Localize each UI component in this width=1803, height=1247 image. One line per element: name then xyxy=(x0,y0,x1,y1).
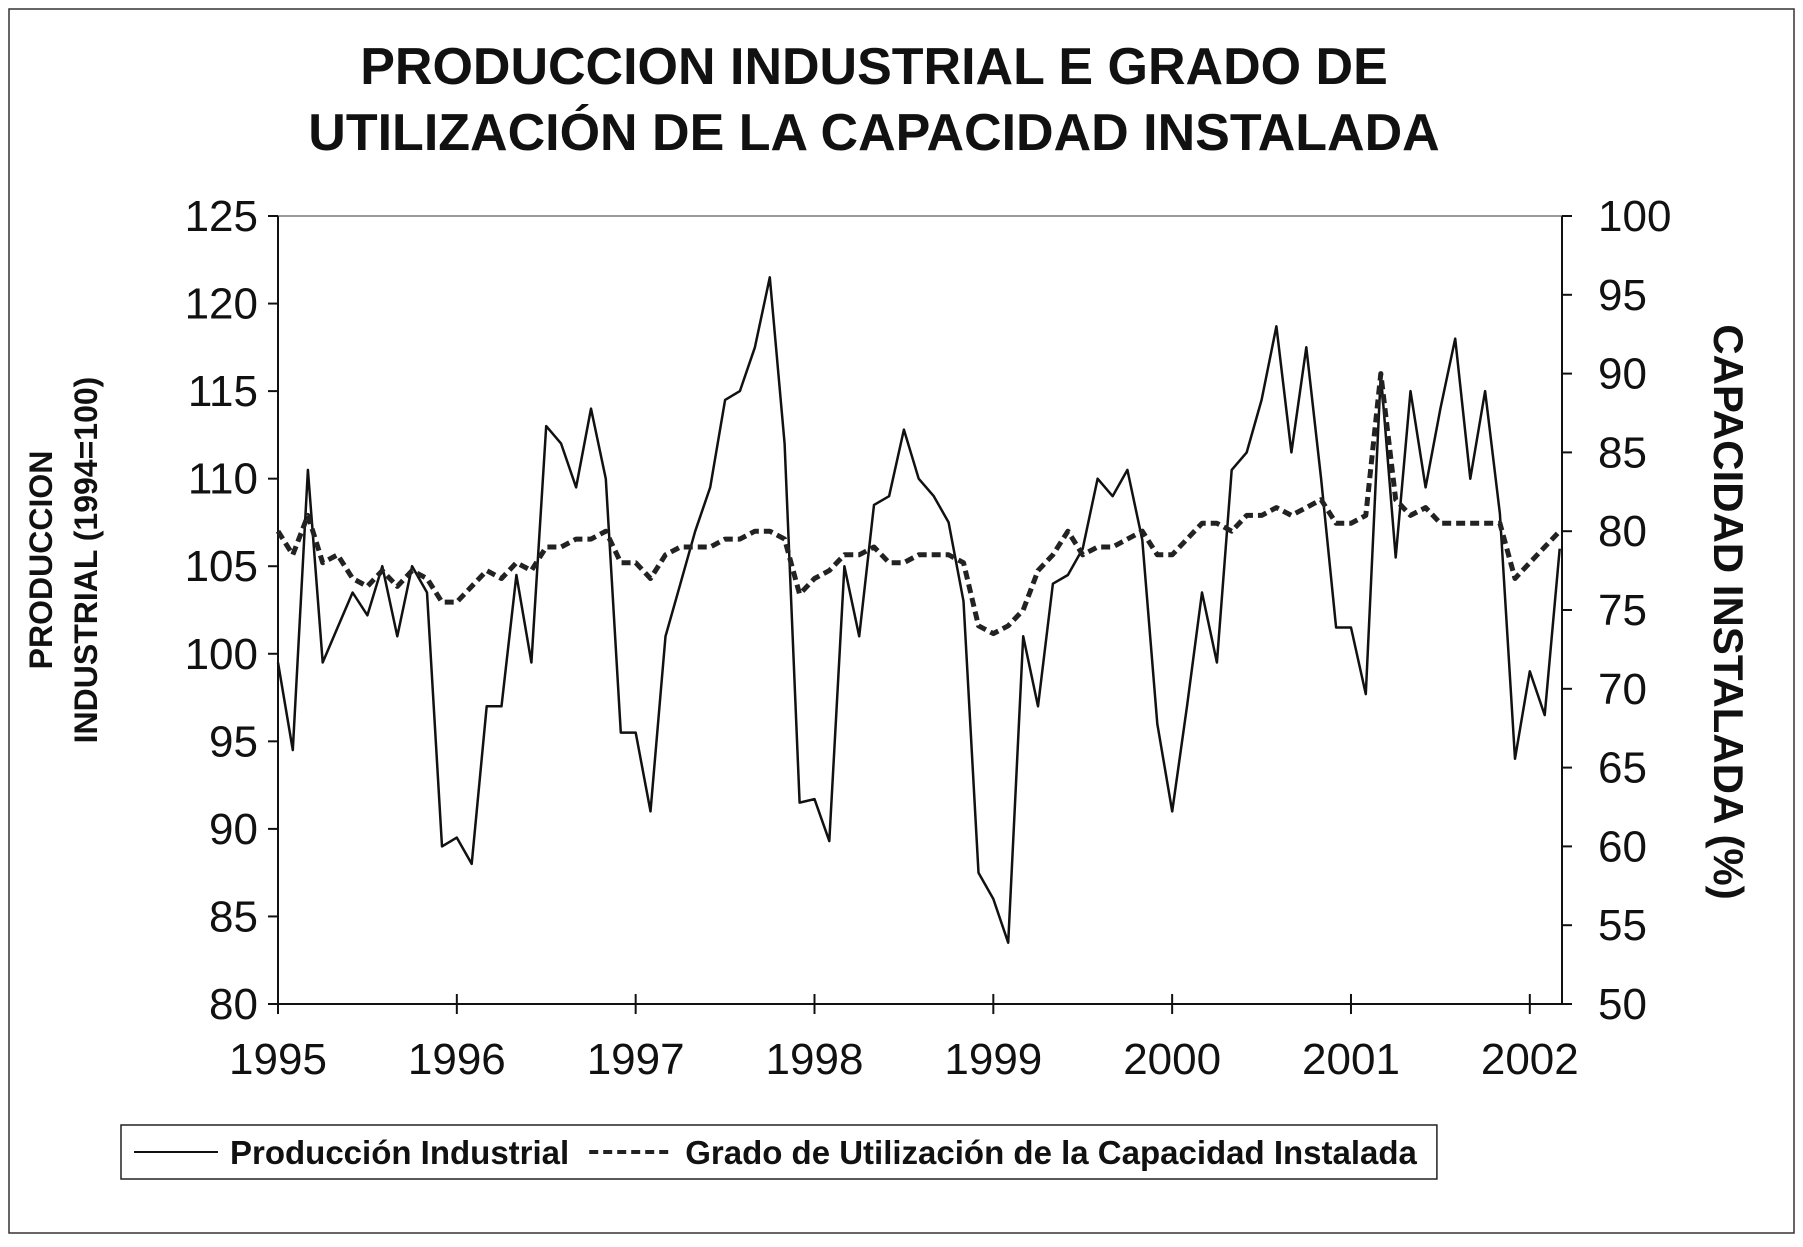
y-tick-label: 95 xyxy=(209,717,258,766)
y2-tick-label: 50 xyxy=(1598,980,1647,1029)
y2-tick-label: 90 xyxy=(1598,350,1647,399)
y-tick-label: 125 xyxy=(185,192,258,241)
series-line xyxy=(275,371,1562,637)
series-line xyxy=(276,276,1561,944)
page-frame xyxy=(8,8,1795,1234)
x-tick-label: 1996 xyxy=(408,1035,506,1084)
y2-tick-label: 55 xyxy=(1598,901,1647,950)
x-tick-label: 2001 xyxy=(1302,1035,1400,1084)
x-tick-label: 1999 xyxy=(944,1035,1042,1084)
legend-label: Producción Industrial xyxy=(230,1134,569,1171)
y-tick-label: 80 xyxy=(209,980,258,1029)
y2-tick-label: 95 xyxy=(1598,271,1647,320)
x-tick-label: 1995 xyxy=(229,1035,327,1084)
y-tick-label: 85 xyxy=(209,892,258,941)
y2-tick-label: 65 xyxy=(1598,744,1647,793)
y-axis-label: PRODUCCION xyxy=(23,451,59,670)
y-tick-label: 110 xyxy=(188,455,258,504)
y2-tick-label: 80 xyxy=(1598,507,1647,556)
x-tick-label: 2002 xyxy=(1481,1035,1579,1084)
y2-tick-label: 100 xyxy=(1598,192,1671,241)
y2-tick-label: 60 xyxy=(1598,822,1647,871)
y-tick-label: 100 xyxy=(185,630,258,679)
y-tick-label: 115 xyxy=(188,367,258,416)
x-tick-label: 2000 xyxy=(1123,1035,1221,1084)
y-tick-label: 120 xyxy=(185,280,258,329)
y-tick-label: 90 xyxy=(209,805,258,854)
y-tick-label: 105 xyxy=(185,542,258,591)
y2-tick-label: 70 xyxy=(1598,665,1647,714)
legend-label: Grado de Utilización de la Capacidad Ins… xyxy=(685,1134,1417,1171)
y2-tick-label: 75 xyxy=(1598,586,1647,635)
chart-title: PRODUCCION INDUSTRIAL E GRADO DE xyxy=(360,38,1388,96)
y2-tick-label: 85 xyxy=(1598,428,1647,477)
chart-title: UTILIZACIÓN DE LA CAPACIDAD INSTALADA xyxy=(308,104,1439,162)
y2-axis-label: CAPACIDAD INSTALADA (%) xyxy=(1705,324,1752,900)
y-axis-label: INDUSTRIAL (1994=100) xyxy=(68,377,104,744)
x-tick-label: 1997 xyxy=(587,1035,685,1084)
x-tick-label: 1998 xyxy=(766,1035,864,1084)
legend-box xyxy=(120,1124,1438,1180)
